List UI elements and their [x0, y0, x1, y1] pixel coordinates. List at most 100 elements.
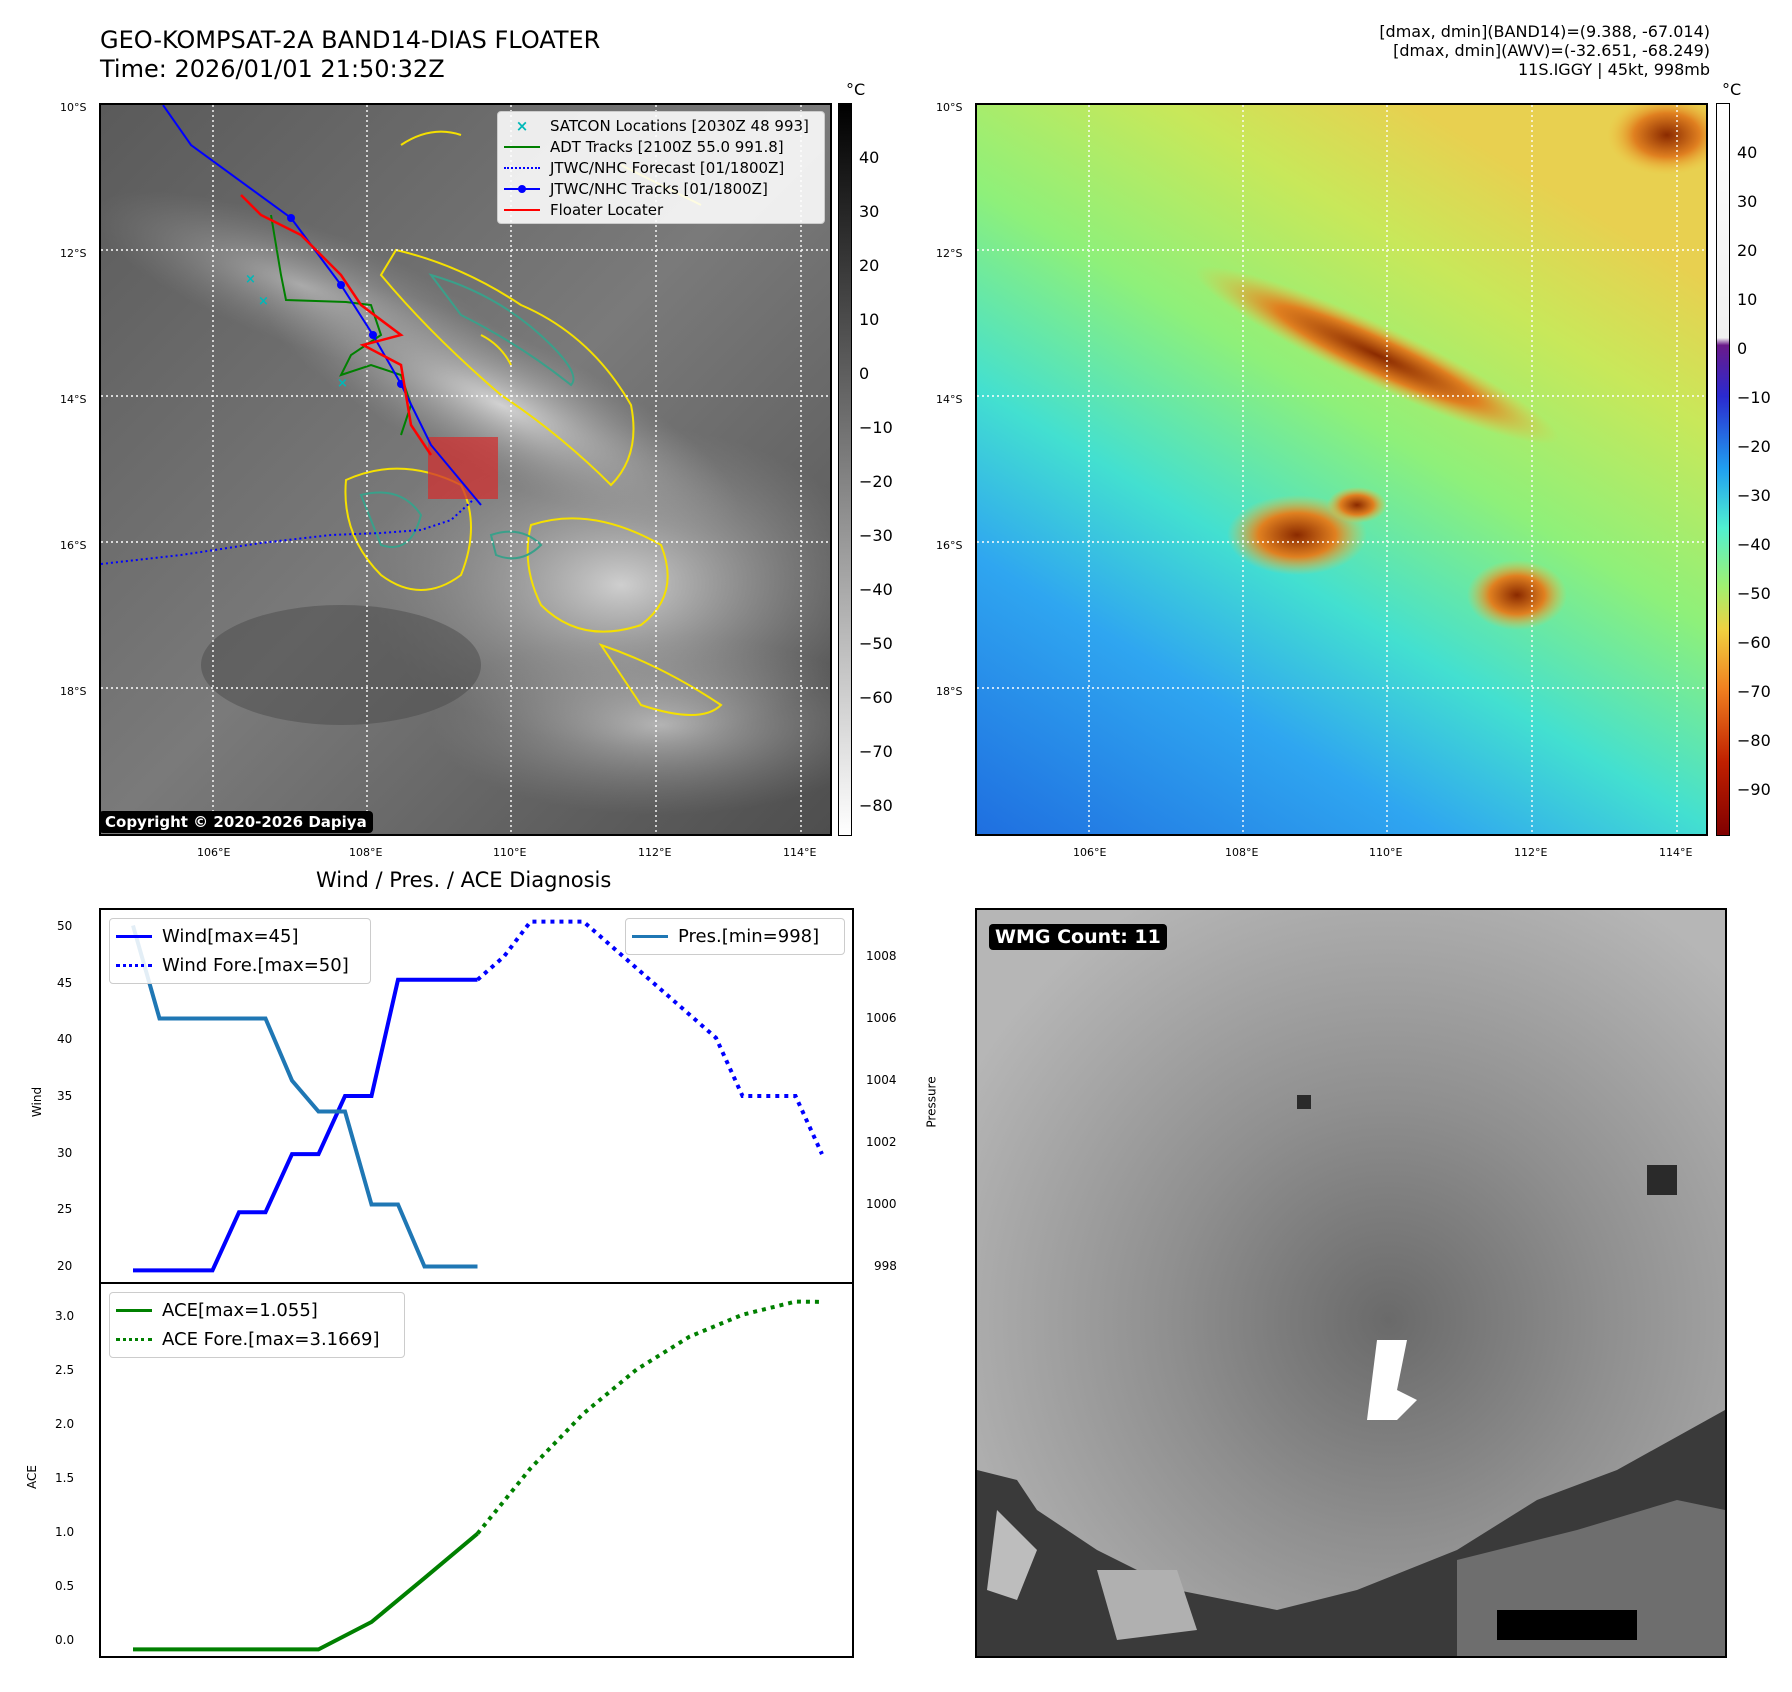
- awv-colorbar-tick: −40: [1737, 535, 1771, 554]
- ace-dotted-icon: [116, 1333, 152, 1347]
- lat-tick: 12°S: [936, 247, 963, 260]
- ir-colorbar-tick: −70: [859, 742, 893, 761]
- line-marker-icon: [504, 182, 540, 196]
- lon-tick: 110°E: [493, 846, 527, 859]
- legend-item-wind-forecast: Wind Fore.[max=50]: [110, 951, 370, 980]
- ace-ytick: 1.5: [55, 1471, 75, 1485]
- ir-colorbar-unit: °C: [846, 80, 866, 99]
- wind-ytick: 40: [57, 1032, 73, 1046]
- lat-tick: 14°S: [60, 393, 87, 406]
- awv-map-image: [977, 105, 1706, 834]
- jtwc-fix: [369, 331, 377, 339]
- ir-map-image: × × ×: [101, 105, 830, 834]
- awv-colorbar-tick: −10: [1737, 388, 1771, 407]
- ir-colorbar-tick: −30: [859, 526, 893, 545]
- lat-tick: 12°S: [60, 247, 87, 260]
- awv-colorbar-tick: −50: [1737, 584, 1771, 603]
- dotted-line-icon: [504, 161, 540, 175]
- ir-legend: × SATCON Locations [2030Z 48 993] ADT Tr…: [497, 111, 825, 224]
- legend-item-wind: Wind[max=45]: [110, 922, 370, 951]
- lon-tick: 108°E: [349, 846, 383, 859]
- pressure-ytick: 1004: [866, 1073, 897, 1087]
- ace-ytick: 2.0: [55, 1417, 75, 1431]
- ace-ylabel: ACE: [24, 1465, 39, 1489]
- wind-ytick: 50: [57, 919, 73, 933]
- wind-ytick: 25: [57, 1202, 73, 1216]
- ace-plot: [133, 1299, 823, 1652]
- awv-map-panel: [975, 103, 1708, 836]
- ir-colorbar-tick: −20: [859, 472, 893, 491]
- jtwc-fix: [337, 281, 345, 289]
- wind-ytick: 35: [57, 1089, 73, 1103]
- stat-awv: [dmax, dmin](AWV)=(-32.651, -68.249): [1393, 41, 1710, 60]
- awv-colorbar-tick: −30: [1737, 486, 1771, 505]
- legend-item-floater: Floater Locater: [498, 199, 824, 220]
- pressure-ytick: 1006: [866, 1011, 897, 1025]
- awv-colorbar-tick: −20: [1737, 437, 1771, 456]
- jtwc-track: [162, 105, 482, 506]
- floater-box: [428, 437, 498, 499]
- satcon-marker: ×: [258, 294, 269, 309]
- series-line-0: [133, 1532, 479, 1652]
- figure-title: GEO-KOMPSAT-2A BAND14-DIAS FLOATER Time:…: [100, 26, 600, 84]
- stats-block: [dmax, dmin](BAND14)=(9.388, -67.014) [d…: [1379, 22, 1710, 79]
- jtwc-forecast-track: [101, 499, 474, 565]
- lat-tick: 16°S: [936, 539, 963, 552]
- ace-chart: ACE[max=1.055] ACE Fore.[max=3.1669]: [99, 1282, 854, 1658]
- wind-pressure-chart: Wind[max=45] Wind Fore.[max=50] Pres.[mi…: [99, 908, 854, 1284]
- awv-colorbar-tick: −80: [1737, 731, 1771, 750]
- stat-band14: [dmax, dmin](BAND14)=(9.388, -67.014): [1379, 22, 1710, 41]
- lon-tick: 112°E: [1514, 846, 1548, 859]
- wind-pressure-plot: [131, 919, 824, 1273]
- title-line-1: GEO-KOMPSAT-2A BAND14-DIAS FLOATER: [100, 26, 601, 54]
- ace-legend: ACE[max=1.055] ACE Fore.[max=3.1669]: [109, 1292, 405, 1358]
- lat-tick: 10°S: [936, 101, 963, 114]
- legend-item-ace-forecast: ACE Fore.[max=3.1669]: [110, 1325, 404, 1354]
- wind-line-icon: [116, 930, 152, 944]
- lat-tick: 18°S: [60, 685, 87, 698]
- ir-colorbar-tick: 10: [859, 310, 880, 329]
- satcon-marker: ×: [245, 272, 256, 287]
- ir-colorbar-tick: −80: [859, 796, 893, 815]
- lon-tick: 106°E: [197, 846, 231, 859]
- ir-colorbar-tick: −40: [859, 580, 893, 599]
- awv-colorbar-tick: −70: [1737, 682, 1771, 701]
- jtwc-fix: [287, 214, 295, 222]
- awv-colorbar-unit: °C: [1722, 80, 1742, 99]
- ir-colorbar-tick: −60: [859, 688, 893, 707]
- series-line-1: [475, 1299, 823, 1535]
- wind-ytick: 30: [57, 1146, 73, 1160]
- legend-item-pressure: Pres.[min=998]: [626, 922, 844, 951]
- pressure-ylabel: Pressure: [924, 1076, 939, 1128]
- adt-line-icon: [504, 140, 540, 154]
- awv-colorbar-tick: 20: [1737, 241, 1758, 260]
- pressure-ytick: 1008: [866, 949, 897, 963]
- lon-tick: 108°E: [1225, 846, 1259, 859]
- legend-item-ace: ACE[max=1.055]: [110, 1296, 404, 1325]
- ace-ytick: 1.0: [55, 1525, 75, 1539]
- pressure-ytick: 1000: [866, 1197, 897, 1211]
- pressure-ytick: 1002: [866, 1135, 897, 1149]
- awv-colorbar-tick: −60: [1737, 633, 1771, 652]
- lon-tick: 112°E: [638, 846, 672, 859]
- legend-item-jtwc-tracks: JTWC/NHC Tracks [01/1800Z]: [498, 178, 824, 199]
- copyright-badge: Copyright © 2020-2026 Dapiya: [99, 811, 373, 833]
- awv-colorbar-tick: 10: [1737, 290, 1758, 309]
- awv-colorbar-tick: 40: [1737, 143, 1758, 162]
- lon-tick: 106°E: [1073, 846, 1107, 859]
- lon-tick: 110°E: [1369, 846, 1403, 859]
- red-line-icon: [504, 203, 540, 217]
- series-line-0: [133, 977, 478, 1273]
- ir-map-panel: × × ×: [99, 103, 832, 836]
- pressure-line-icon: [632, 930, 668, 944]
- ir-colorbar-tick: −50: [859, 634, 893, 653]
- wind-dotted-icon: [116, 959, 152, 973]
- lat-tick: 10°S: [60, 101, 87, 114]
- ace-ytick: 2.5: [55, 1363, 75, 1377]
- diagnosis-title: Wind / Pres. / ACE Diagnosis: [316, 868, 612, 892]
- lat-tick: 18°S: [936, 685, 963, 698]
- ir-colorbar-tick: −10: [859, 418, 893, 437]
- lat-tick: 16°S: [60, 539, 87, 552]
- legend-item-jtwc-forecast: JTWC/NHC Forecast [01/1800Z]: [498, 157, 824, 178]
- ir-colorbar-tick: 0: [859, 364, 870, 383]
